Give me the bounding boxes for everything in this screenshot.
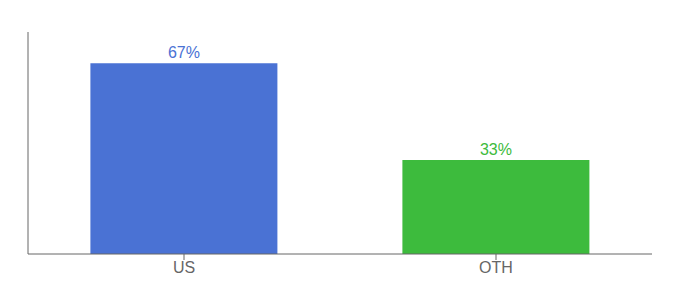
svg-text:67%: 67% [168, 44, 200, 61]
svg-text:OTH: OTH [479, 259, 513, 276]
svg-text:US: US [173, 259, 195, 276]
svg-text:33%: 33% [480, 141, 512, 158]
